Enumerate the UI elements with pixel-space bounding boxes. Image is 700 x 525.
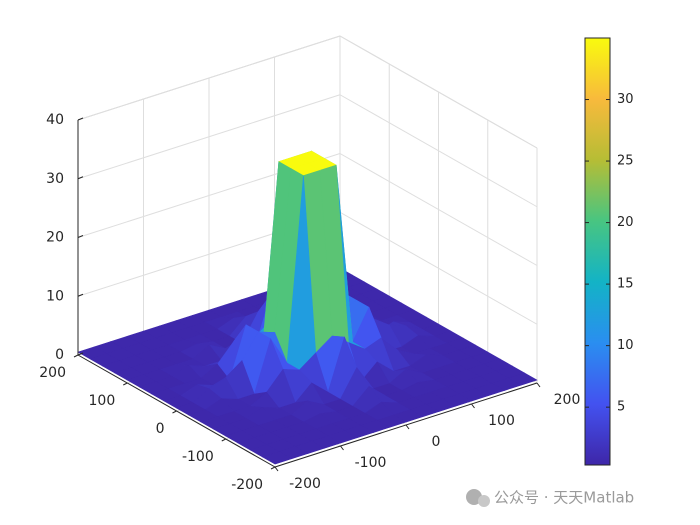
- y-tick-label: -200: [231, 477, 263, 493]
- z-tick: [77, 176, 84, 180]
- grid-line: [77, 35, 341, 121]
- grid-line: [77, 94, 341, 180]
- y-tick: [123, 382, 128, 386]
- z-tick-label: 40: [46, 112, 64, 128]
- colorbar-tick-label: 10: [617, 338, 634, 353]
- x-tick-label: 200: [554, 392, 581, 408]
- x-tick: [405, 424, 410, 430]
- x-tick: [274, 466, 279, 472]
- z-tick: [77, 293, 84, 297]
- grid-line: [339, 153, 538, 266]
- colorbar-tick-label: 15: [617, 277, 634, 292]
- colorbar-tick-label: 20: [617, 215, 634, 230]
- x-tick: [471, 403, 475, 409]
- y-tick-label: 0: [156, 421, 165, 437]
- y-tick-label: -100: [182, 449, 214, 465]
- y-tick-label: 200: [39, 365, 66, 381]
- y-tick: [73, 354, 79, 358]
- y-tick: [172, 410, 177, 414]
- grid-line: [339, 35, 538, 149]
- z-tick-label: 0: [55, 347, 64, 363]
- x-tick: [340, 445, 344, 451]
- z-tick: [77, 117, 84, 121]
- grid-line: [339, 94, 538, 208]
- colorbar-tick-label: 25: [617, 154, 634, 169]
- z-tick: [77, 352, 84, 356]
- colorbar: [584, 37, 611, 466]
- x-tick-label: 0: [432, 434, 441, 450]
- y-tick: [270, 466, 276, 470]
- z-tick-label: 10: [46, 288, 64, 304]
- watermark: 公众号 · 天天Matlab: [466, 489, 634, 507]
- y-tick-label: 100: [89, 393, 116, 409]
- x-tick-label: -200: [289, 476, 321, 492]
- colorbar-tick-label: 5: [617, 400, 625, 415]
- colorbar-tick-label: 30: [617, 92, 634, 107]
- y-tick: [221, 438, 226, 442]
- x-tick-label: -100: [355, 455, 387, 471]
- z-tick: [77, 235, 84, 238]
- grid-line: [339, 211, 538, 325]
- x-tick-label: 100: [488, 413, 515, 429]
- z-tick-label: 20: [46, 230, 64, 246]
- x-tick: [536, 382, 541, 388]
- surface-patch: [261, 451, 293, 465]
- watermark-text: 公众号 · 天天Matlab: [494, 489, 634, 507]
- z-tick-label: 30: [46, 171, 64, 187]
